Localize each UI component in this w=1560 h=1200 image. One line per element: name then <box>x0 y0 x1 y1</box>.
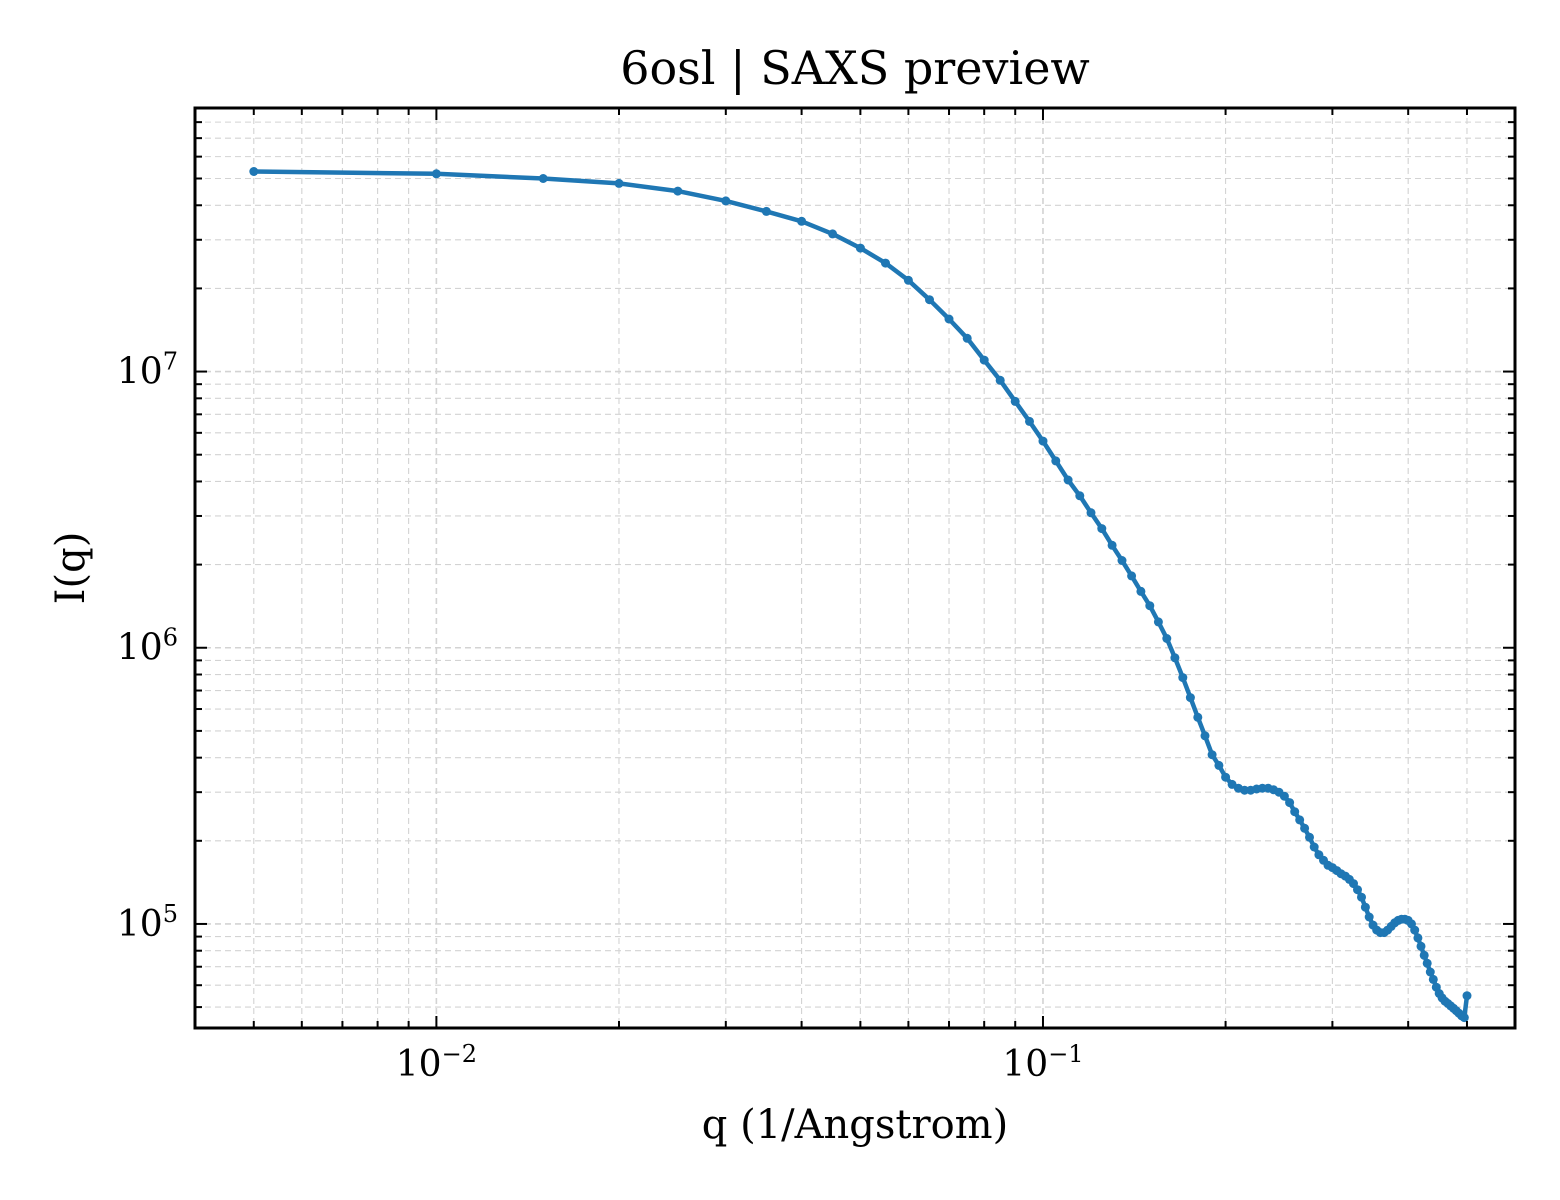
data-point <box>1170 653 1180 663</box>
data-point <box>1462 991 1472 1001</box>
data-point <box>1127 571 1137 581</box>
y-tick-label: 106 <box>117 624 178 669</box>
data-point <box>1357 892 1366 902</box>
data-point <box>1290 807 1300 817</box>
data-point <box>925 295 934 305</box>
plot-frame <box>193 106 1517 1030</box>
data-point <box>673 186 683 196</box>
data-point <box>962 333 972 343</box>
data-point <box>1360 902 1370 912</box>
data-point <box>1063 475 1073 485</box>
data-point <box>1075 491 1085 501</box>
data-point <box>1010 396 1020 406</box>
data-point <box>1193 712 1203 722</box>
data-point <box>1162 634 1172 643</box>
data-point <box>761 206 771 216</box>
y-tick-label: 105 <box>117 900 178 945</box>
data-point <box>614 178 624 188</box>
data-point <box>1309 842 1319 852</box>
data-point <box>1364 912 1374 922</box>
y-axis-label: I(q) <box>48 532 94 605</box>
data-point <box>1410 925 1420 935</box>
data-point <box>1422 958 1432 968</box>
data-point <box>431 169 441 179</box>
data-point <box>1285 798 1295 808</box>
data-point <box>1214 760 1224 770</box>
data-point <box>1145 601 1155 611</box>
y-tick-label: 107 <box>117 348 178 393</box>
x-tick-label: 10−1 <box>1002 1040 1083 1085</box>
data-point <box>1038 436 1048 446</box>
data-point <box>855 243 865 253</box>
data-point <box>1117 556 1127 565</box>
data-point <box>1428 974 1438 984</box>
data-point <box>797 216 807 226</box>
data-point <box>1136 586 1146 596</box>
data-point <box>538 174 548 183</box>
data-point <box>1207 750 1217 760</box>
data-point <box>1413 933 1423 943</box>
data-point <box>995 375 1005 385</box>
series-group <box>249 167 1472 1023</box>
data-point <box>1097 524 1107 534</box>
tick-labels: 10−2 10−1 105 106 107 <box>117 348 1084 1085</box>
data-point <box>1279 791 1289 801</box>
data-point <box>1185 693 1195 703</box>
data-point <box>1300 823 1310 833</box>
data-point <box>1305 832 1314 842</box>
data-point <box>1295 815 1305 825</box>
data-point <box>1178 673 1188 683</box>
x-tick-label: 10−2 <box>396 1040 477 1085</box>
x-axis-label: q (1/Angstrom) <box>702 1102 1008 1148</box>
data-point <box>1200 731 1210 741</box>
data-point <box>1221 772 1231 782</box>
data-point <box>881 258 890 268</box>
data-point <box>249 167 259 176</box>
data-point <box>1086 508 1096 518</box>
chart-title: 6osl | SAXS preview <box>620 41 1090 95</box>
data-point <box>1459 1013 1469 1023</box>
grid-lines <box>194 107 1515 1028</box>
data-point <box>1353 885 1362 895</box>
data-point <box>1051 456 1061 466</box>
data-point <box>944 314 954 324</box>
data-point <box>903 275 913 285</box>
data-point <box>1025 416 1034 426</box>
data-point <box>1419 950 1429 960</box>
data-point <box>721 196 731 206</box>
data-point <box>1425 967 1435 977</box>
data-point <box>1416 941 1426 951</box>
data-point <box>1107 540 1117 550</box>
data-point <box>979 355 989 365</box>
data-point <box>1153 617 1163 627</box>
data-point <box>828 229 838 239</box>
